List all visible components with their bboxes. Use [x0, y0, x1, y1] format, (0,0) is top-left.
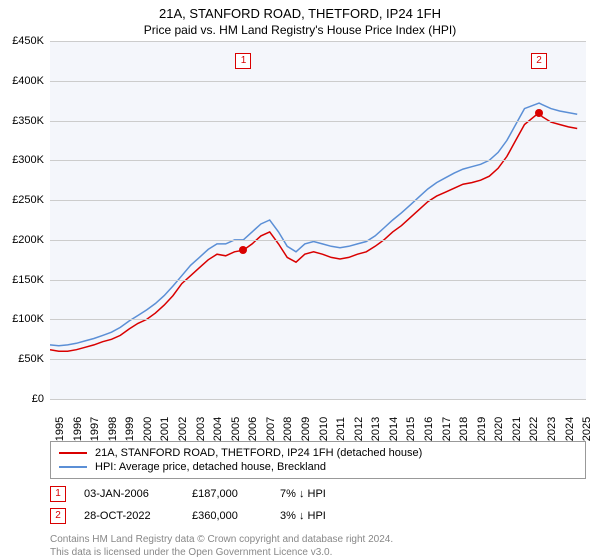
chart-title: 21A, STANFORD ROAD, THETFORD, IP24 1FH	[0, 0, 600, 21]
x-axis-label: 2023	[542, 417, 558, 441]
sale-dot	[535, 109, 543, 117]
sale-dot	[239, 246, 247, 254]
x-axis-label: 2008	[278, 417, 294, 441]
x-axis-label: 2010	[314, 417, 330, 441]
sales-date: 03-JAN-2006	[84, 488, 174, 500]
sale-marker: 2	[531, 53, 547, 69]
sales-date: 28-OCT-2022	[84, 510, 174, 522]
x-axis-label: 2016	[419, 417, 435, 441]
x-axis-label: 2005	[226, 417, 242, 441]
x-axis-label: 2006	[243, 417, 259, 441]
x-axis-label: 2022	[524, 417, 540, 441]
legend-label: 21A, STANFORD ROAD, THETFORD, IP24 1FH (…	[95, 447, 422, 459]
y-axis-label: £450K	[12, 35, 50, 47]
y-axis-label: £300K	[12, 154, 50, 166]
y-axis-label: £50K	[18, 353, 50, 365]
sales-row: 2 28-OCT-2022 £360,000 3% ↓ HPI	[50, 505, 586, 527]
sales-row: 1 03-JAN-2006 £187,000 7% ↓ HPI	[50, 483, 586, 505]
x-axis-label: 2024	[560, 417, 576, 441]
x-axis-label: 2017	[437, 417, 453, 441]
x-axis-label: 2011	[331, 417, 347, 441]
sale-marker: 1	[235, 53, 251, 69]
sales-table: 1 03-JAN-2006 £187,000 7% ↓ HPI 2 28-OCT-2022…	[50, 483, 586, 527]
x-axis-label: 2002	[173, 417, 189, 441]
sales-price: £360,000	[192, 510, 262, 522]
y-axis-label: £0	[32, 393, 50, 405]
x-axis-label: 2018	[454, 417, 470, 441]
legend-swatch	[59, 466, 87, 468]
legend-label: HPI: Average price, detached house, Brec…	[95, 461, 326, 473]
x-axis-label: 2020	[489, 417, 505, 441]
chart-plot-area: £0£50K£100K£150K£200K£250K£300K£350K£400…	[50, 41, 586, 399]
x-axis-label: 1996	[68, 417, 84, 441]
x-axis-label: 2003	[191, 417, 207, 441]
chart-subtitle: Price paid vs. HM Land Registry's House …	[0, 21, 600, 41]
sales-price: £187,000	[192, 488, 262, 500]
footer-attribution: Contains HM Land Registry data © Crown c…	[50, 533, 586, 559]
y-axis-label: £100K	[12, 313, 50, 325]
footer-line: This data is licensed under the Open Gov…	[50, 546, 586, 559]
x-axis-label: 1995	[50, 417, 66, 441]
x-axis-label: 2019	[472, 417, 488, 441]
y-axis-label: £200K	[12, 234, 50, 246]
x-axis-label: 2004	[208, 417, 224, 441]
x-axis-label: 2013	[366, 417, 382, 441]
y-axis-label: £350K	[12, 115, 50, 127]
x-axis-label: 2012	[349, 417, 365, 441]
legend-item: 21A, STANFORD ROAD, THETFORD, IP24 1FH (…	[59, 446, 577, 460]
sales-marker-icon: 2	[50, 508, 66, 524]
x-axis-label: 2015	[401, 417, 417, 441]
x-axis-label: 2007	[261, 417, 277, 441]
legend-swatch	[59, 452, 87, 454]
sales-marker-icon: 1	[50, 486, 66, 502]
x-axis-label: 2025	[577, 417, 593, 441]
legend-item: HPI: Average price, detached house, Brec…	[59, 460, 577, 474]
footer-line: Contains HM Land Registry data © Crown c…	[50, 533, 586, 546]
y-axis-label: £250K	[12, 194, 50, 206]
x-axis-label: 1998	[103, 417, 119, 441]
series-property	[50, 113, 577, 352]
x-axis-label: 2001	[155, 417, 171, 441]
sales-pct: 3% ↓ HPI	[280, 510, 370, 522]
chart-lines	[50, 41, 586, 399]
x-axis-label: 1997	[85, 417, 101, 441]
sales-pct: 7% ↓ HPI	[280, 488, 370, 500]
legend: 21A, STANFORD ROAD, THETFORD, IP24 1FH (…	[50, 441, 586, 479]
x-axis-label: 2014	[384, 417, 400, 441]
x-axis-label: 2000	[138, 417, 154, 441]
series-hpi	[50, 103, 577, 346]
y-axis-label: £400K	[12, 75, 50, 87]
x-axis-label: 2021	[507, 417, 523, 441]
x-axis-label: 1999	[120, 417, 136, 441]
chart-container: 21A, STANFORD ROAD, THETFORD, IP24 1FH P…	[0, 0, 600, 560]
x-axis-label: 2009	[296, 417, 312, 441]
y-axis-label: £150K	[12, 274, 50, 286]
